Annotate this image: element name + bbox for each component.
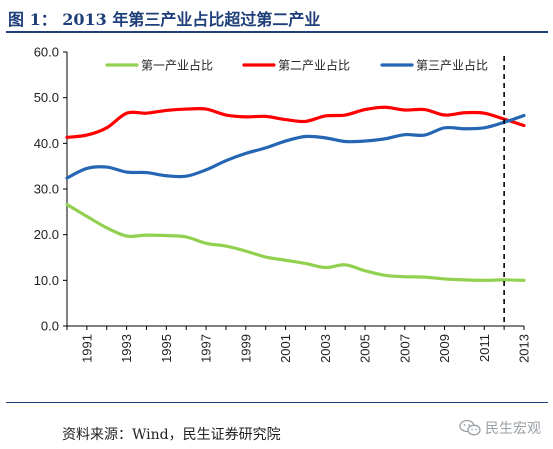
y-tick-label: 10.0 — [34, 273, 59, 288]
title-divider — [6, 31, 548, 33]
line-chart: 0.0 10.0 20.0 30.0 40.0 50.0 60.0 1991 1993 1995 1… — [34, 45, 532, 363]
series-line-tertiary-industry — [65, 113, 526, 180]
watermark: 民生宏观 — [459, 418, 541, 438]
x-tick-label: 2013 — [517, 334, 532, 363]
x-tick-label: 2001 — [278, 334, 293, 363]
legend-label-primary-industry: 第一产业占比 — [141, 58, 213, 73]
y-tick-label: 0.0 — [41, 319, 59, 334]
x-tick-label: 1999 — [238, 334, 253, 363]
y-tick-label: 60.0 — [34, 45, 59, 60]
x-tick-label: 2009 — [437, 334, 452, 363]
x-tick-label: 1997 — [199, 334, 214, 363]
chart-axes: 0.0 10.0 20.0 30.0 40.0 50.0 60.0 1991 1993 1995 1… — [34, 45, 532, 363]
y-tick-label: 40.0 — [34, 136, 59, 151]
watermark-text: 民生宏观 — [485, 421, 541, 437]
legend-label-tertiary-industry: 第三产业占比 — [416, 58, 488, 73]
footer-divider — [6, 402, 548, 403]
y-tick-label: 30.0 — [34, 182, 59, 197]
figure-title: 图 1： 2013 年第三产业占比超过第二产业 — [8, 10, 321, 29]
wechat-icon — [459, 419, 481, 436]
chart-series-layer — [65, 105, 526, 282]
y-tick-label: 20.0 — [34, 227, 59, 242]
x-tick-label: 2003 — [318, 334, 333, 363]
y-tick-label: 50.0 — [34, 90, 59, 105]
x-tick-label: 1995 — [159, 334, 174, 363]
x-tick-label: 1991 — [79, 334, 94, 363]
series-line-primary-industry — [65, 202, 526, 282]
source-note: 资料来源：Wind，民生证券研究院 — [62, 427, 281, 443]
x-tick-label: 2011 — [477, 334, 492, 362]
x-tick-label: 1993 — [119, 334, 134, 363]
legend-label-secondary-industry: 第二产业占比 — [278, 58, 350, 73]
x-tick-label: 2007 — [397, 334, 412, 363]
x-tick-label: 2005 — [358, 334, 373, 363]
chart-legend: 第一产业占比 第二产业占比 第三产业占比 — [105, 58, 488, 73]
series-line-secondary-industry — [65, 105, 526, 139]
